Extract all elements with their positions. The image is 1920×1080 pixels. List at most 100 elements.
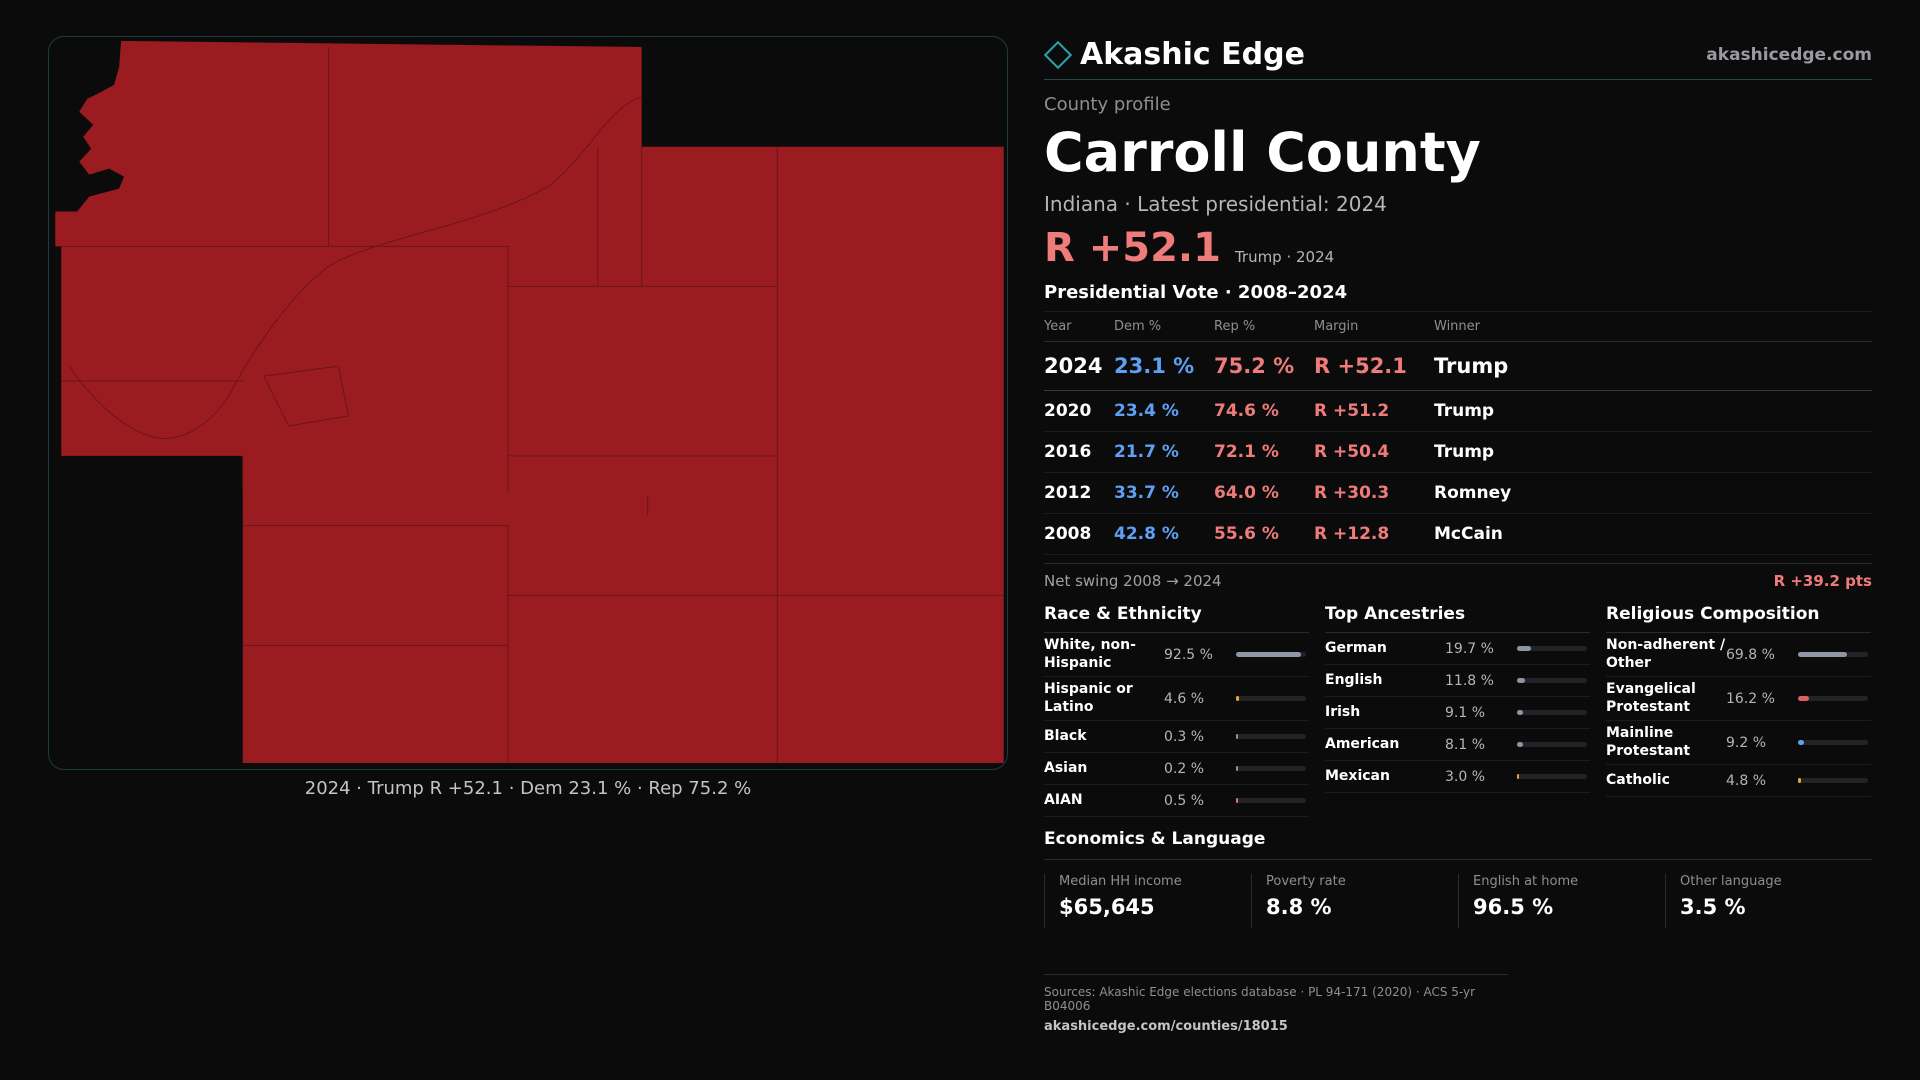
kicker: County profile <box>1044 94 1171 115</box>
stat-label: Median HH income <box>1059 874 1182 890</box>
stat-row: Asian 0.2 % <box>1044 753 1309 786</box>
stat-percent: 0.2 % <box>1164 760 1205 777</box>
site-link[interactable]: akashicedge.com <box>1706 44 1872 65</box>
header-dem: Dem % <box>1114 311 1214 343</box>
vote-table-title: Presidential Vote · 2008–2024 <box>1044 282 1348 304</box>
header-margin: Margin <box>1314 311 1434 343</box>
county-url[interactable]: akashicedge.com/counties/18015 <box>1044 1019 1288 1035</box>
cell-rep: 55.6 % <box>1214 513 1314 556</box>
township-lines <box>61 46 1004 764</box>
county-map <box>48 36 1008 770</box>
table-row: 2020 23.4 % 74.6 % R +51.2 Trump <box>1044 390 1872 433</box>
cell-rep: 75.2 % <box>1214 341 1314 392</box>
stat-label: Non-adherent / Other <box>1606 637 1726 671</box>
stat-percent: 4.6 % <box>1164 690 1205 707</box>
table-row: 2016 21.7 % 72.1 % R +50.4 Trump <box>1044 431 1872 474</box>
stat-percent: 11.8 % <box>1445 672 1494 689</box>
stat-label: AIAN <box>1044 792 1083 809</box>
bar-fill <box>1236 798 1239 804</box>
map-caption: 2024 · Trump R +52.1 · Dem 23.1 % · Rep … <box>304 778 752 799</box>
stat-label: Irish <box>1325 704 1361 721</box>
stat-row: Mainline Protestant 9.2 % <box>1606 721 1871 766</box>
cell-winner: McCain <box>1434 513 1872 556</box>
bar-fill <box>1236 696 1240 702</box>
stat-label: Asian <box>1044 760 1088 777</box>
stat-percent: 9.1 % <box>1445 704 1486 721</box>
brand[interactable]: Akashic Edge <box>1043 37 1305 72</box>
stat-label: English at home <box>1473 874 1579 890</box>
profile-panel: Akashic Edge akashicedge.com County prof… <box>1043 30 1872 1035</box>
swing-value: R +39.2 pts <box>1773 572 1872 591</box>
stat-row: Mexican 3.0 % <box>1325 761 1590 794</box>
cell-dem: 42.8 % <box>1114 513 1214 556</box>
stat-row: Black 0.3 % <box>1044 721 1309 754</box>
margin-subtitle: Trump · 2024 <box>1234 248 1335 267</box>
stat-row: English 11.8 % <box>1325 665 1590 698</box>
stat-row: American 8.1 % <box>1325 729 1590 762</box>
county-map-svg <box>55 40 1004 764</box>
swing-label: Net swing 2008 → 2024 <box>1044 572 1222 591</box>
brand-name: Akashic Edge <box>1080 37 1305 72</box>
stat-value: 96.5 % <box>1473 895 1554 920</box>
demographic-columns: Race & Ethnicity White, non-Hispanic 92.5… <box>1044 604 1872 818</box>
stat-label: American <box>1325 736 1400 753</box>
stat-card: Other language 3.5 % <box>1665 874 1872 929</box>
stat-label: German <box>1325 640 1387 657</box>
stat-card: Median HH income $65,645 <box>1044 874 1251 929</box>
bar-track <box>1517 774 1587 780</box>
bar-track <box>1236 696 1306 702</box>
bar-fill <box>1517 646 1531 652</box>
stat-percent: 16.2 % <box>1726 690 1775 707</box>
bar-fill <box>1517 710 1524 716</box>
river-line <box>68 96 642 439</box>
cell-rep: 74.6 % <box>1214 390 1314 433</box>
bar-fill <box>1236 766 1239 772</box>
bar-fill <box>1798 740 1805 746</box>
town-outline <box>262 365 350 427</box>
cell-dem: 21.7 % <box>1114 431 1214 474</box>
cell-year: 2012 <box>1044 472 1114 515</box>
bar-track <box>1517 710 1587 716</box>
cell-winner: Trump <box>1434 341 1872 392</box>
stat-value: 8.8 % <box>1266 895 1332 920</box>
header-year: Year <box>1044 311 1114 343</box>
diamond-icon <box>1043 40 1073 69</box>
table-row: 2024 23.1 % 75.2 % R +52.1 Trump <box>1044 341 1872 392</box>
stat-row: White, non-Hispanic 92.5 % <box>1044 633 1309 678</box>
vote-table: Year Dem % Rep % Margin Winner 2024 23.1… <box>1044 311 1872 556</box>
header-rep: Rep % <box>1214 311 1314 343</box>
bar-fill <box>1236 734 1239 740</box>
bar-track <box>1798 778 1868 784</box>
section-title: Top Ancestries <box>1325 604 1590 634</box>
cell-rep: 72.1 % <box>1214 431 1314 474</box>
bar-track <box>1236 734 1306 740</box>
stat-label: Hispanic or Latino <box>1044 681 1133 715</box>
stat-label: White, non-Hispanic <box>1044 637 1136 671</box>
stat-percent: 19.7 % <box>1445 640 1494 657</box>
bar-track <box>1236 766 1306 772</box>
stat-percent: 9.2 % <box>1726 734 1767 751</box>
cell-margin: R +50.4 <box>1314 431 1434 474</box>
stat-row: Irish 9.1 % <box>1325 697 1590 730</box>
header-winner: Winner <box>1434 311 1872 343</box>
stat-row: Catholic 4.8 % <box>1606 765 1871 798</box>
bar-track <box>1517 646 1587 652</box>
bar-track <box>1798 696 1868 702</box>
cell-year: 2020 <box>1044 390 1114 433</box>
vote-table-header: Year Dem % Rep % Margin Winner <box>1044 311 1872 343</box>
bar-track <box>1798 740 1868 746</box>
stat-percent: 3.0 % <box>1445 768 1486 785</box>
stat-percent: 69.8 % <box>1726 646 1775 663</box>
stat-label: Catholic <box>1606 772 1670 789</box>
stat-value: 3.5 % <box>1680 895 1746 920</box>
brand-header: Akashic Edge akashicedge.com <box>1043 30 1872 80</box>
cell-margin: R +12.8 <box>1314 513 1434 556</box>
cell-margin: R +51.2 <box>1314 390 1434 433</box>
cell-dem: 23.4 % <box>1114 390 1214 433</box>
cell-year: 2016 <box>1044 431 1114 474</box>
stat-label: English <box>1325 672 1383 689</box>
bar-fill <box>1236 652 1301 658</box>
stat-label: Poverty rate <box>1266 874 1346 890</box>
stat-row: German 19.7 % <box>1325 633 1590 666</box>
ancestry-section: Top Ancestries German 19.7 % English 11.8 %… <box>1325 604 1590 817</box>
